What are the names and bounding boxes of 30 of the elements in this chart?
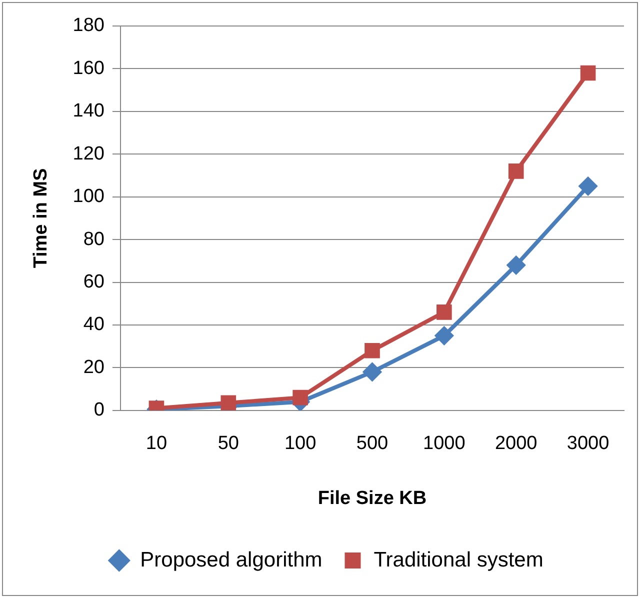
point: [363, 362, 382, 381]
point: [508, 164, 524, 179]
x-tick-label: 50: [218, 433, 239, 454]
x-tick-label: 100: [284, 433, 316, 454]
point: [436, 304, 452, 320]
point: [292, 390, 308, 406]
y-tick-label: 100: [72, 186, 104, 208]
y-tick-label: 140: [72, 100, 104, 122]
x-tick-label: 500: [356, 433, 388, 454]
y-tick-label: 60: [83, 272, 104, 292]
y-tick-label: 0: [94, 400, 104, 421]
point: [580, 65, 596, 81]
x-tick-label: 1000: [423, 433, 466, 454]
x-tick-label: 2000: [494, 433, 538, 454]
x-tick-label: 3000: [566, 433, 610, 454]
x-tick-label: 10: [146, 433, 168, 454]
y-axis-title: Time in MS: [30, 168, 52, 268]
legend-label: Traditional system: [374, 548, 544, 572]
point: [579, 177, 598, 196]
legend-label: Proposed algorithm: [140, 548, 322, 572]
y-tick-label: 20: [83, 356, 104, 378]
y-tick-label: 40: [83, 314, 104, 336]
point: [507, 256, 526, 274]
point: [435, 326, 454, 345]
y-tick-label: 160: [72, 58, 104, 79]
y-tick-label: 180: [72, 15, 104, 36]
y-tick-label: 80: [83, 228, 104, 250]
point: [364, 342, 380, 358]
y-tick-label: 120: [72, 143, 104, 164]
x-axis-title: File Size KB: [318, 488, 427, 509]
